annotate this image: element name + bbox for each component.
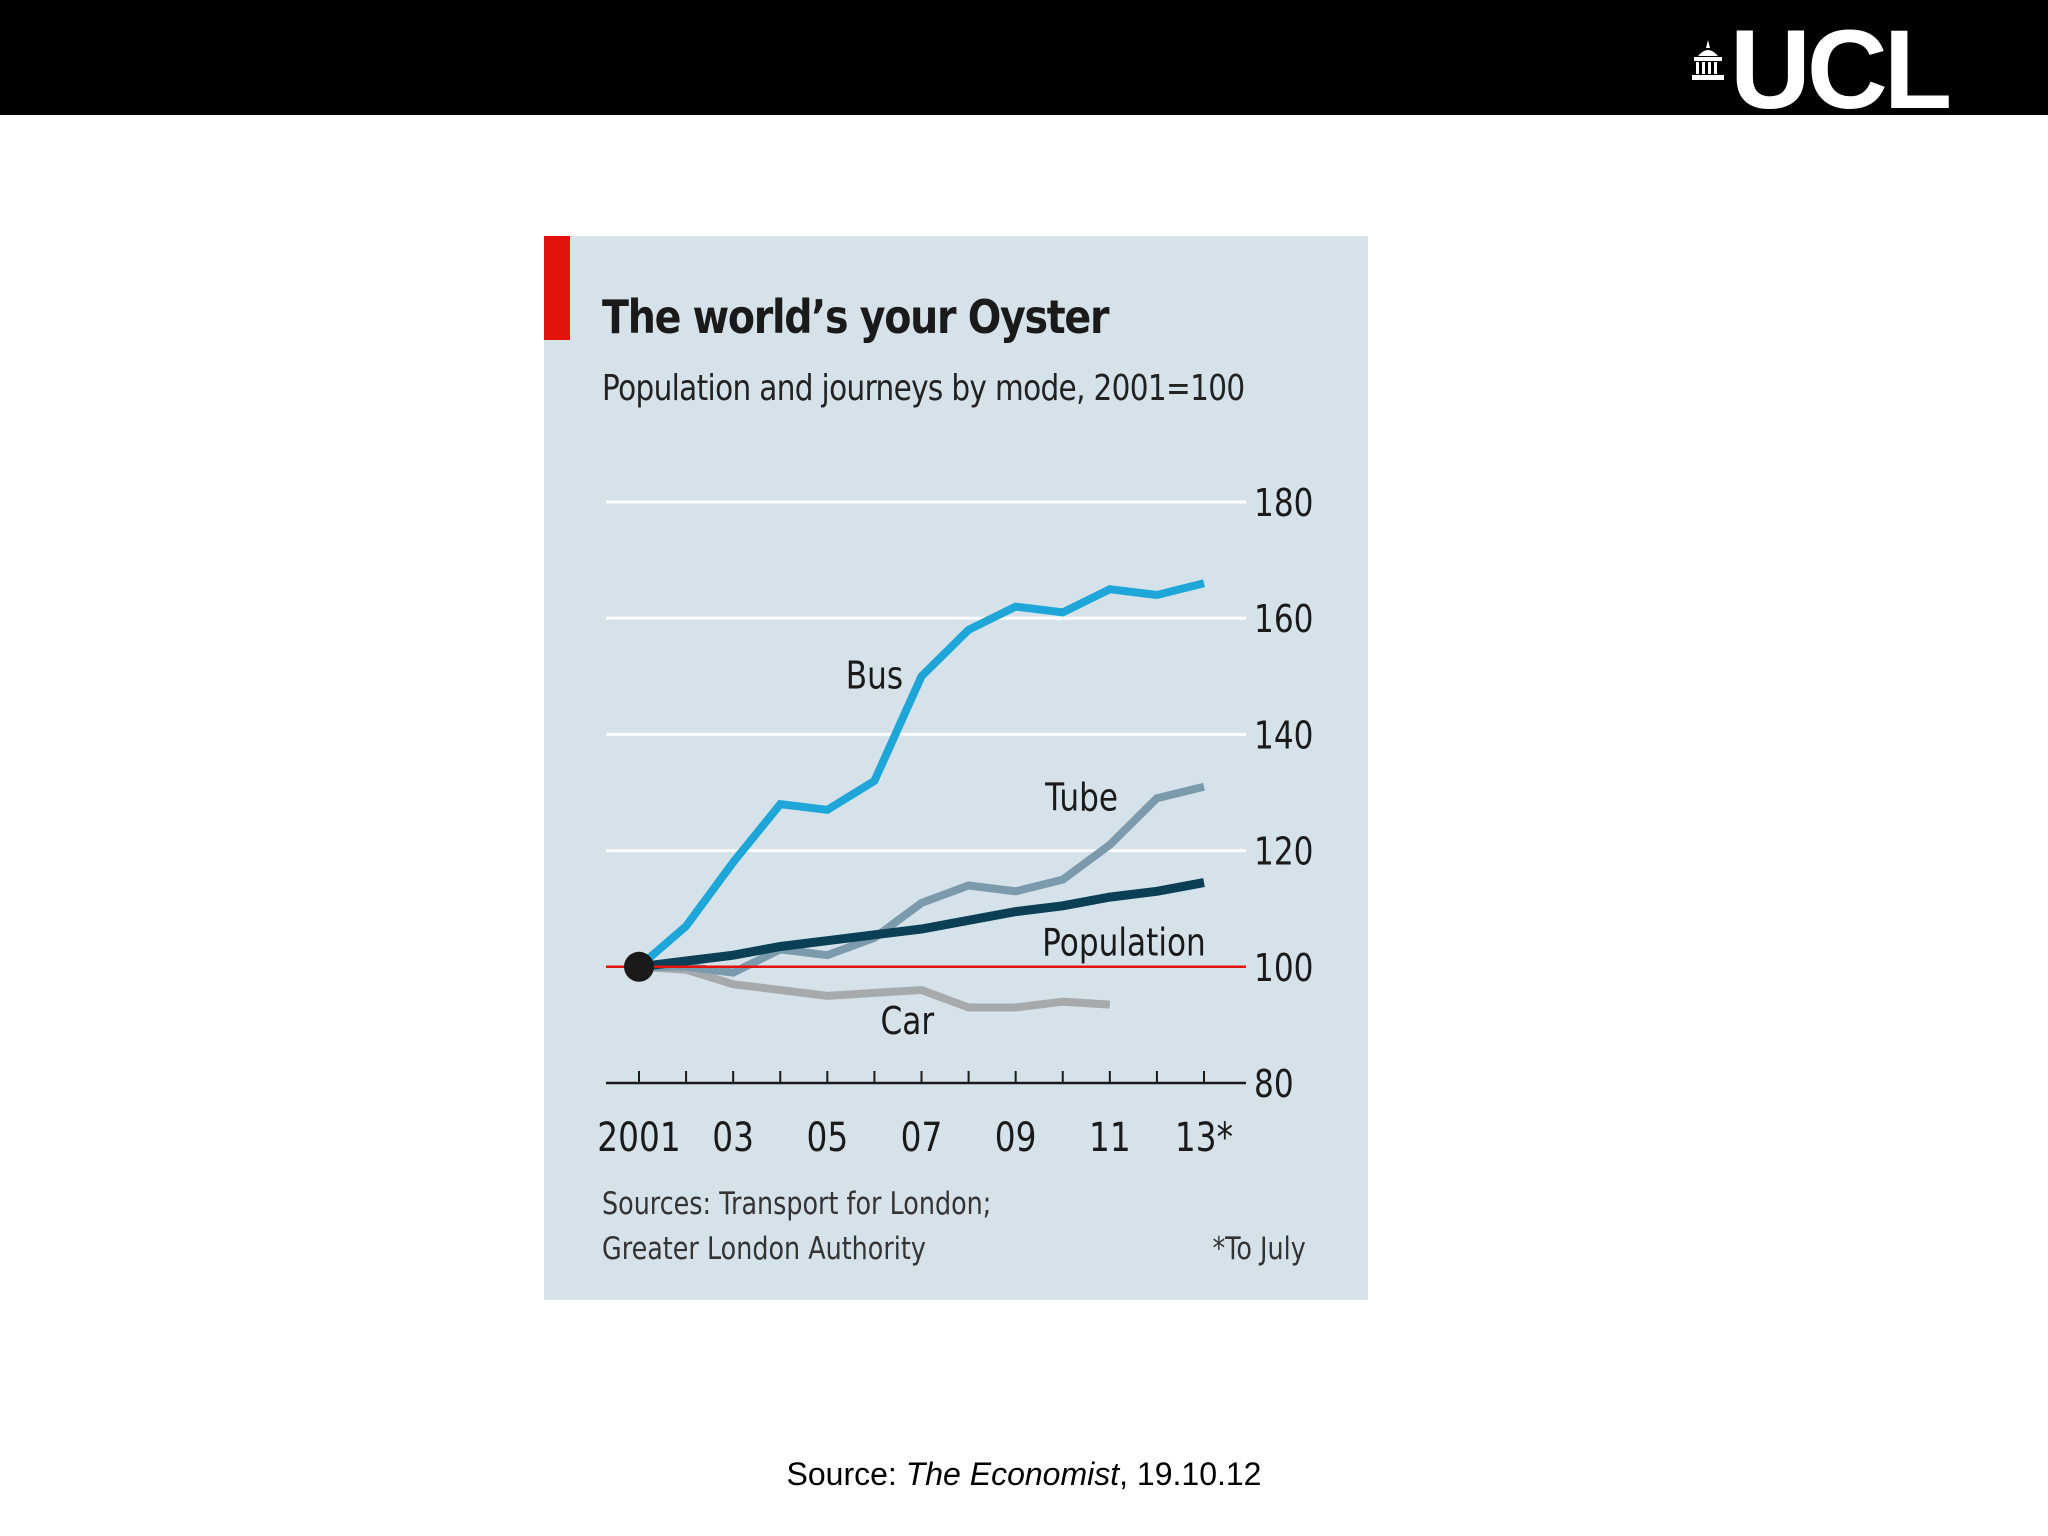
x-tick-label-11: 11 [1089,1114,1131,1161]
x-tick-label-03: 03 [712,1114,754,1161]
y-tick-label-140: 140 [1254,714,1313,758]
chart-panel: The world’s your Oyster Population and j… [544,236,1368,1300]
x-tick-label-2001: 2001 [597,1114,680,1161]
origin-dot [624,951,654,982]
series-line-bus [636,579,1205,970]
x-tick-label-07: 07 [901,1114,943,1161]
logo-text: UCL [1730,7,1952,132]
series-label-bus: Bus [846,654,903,698]
x-tick-label-13*: 13* [1175,1114,1233,1161]
series-line-population [638,878,1205,972]
footnote: *To July [1212,1231,1306,1267]
y-tick-label-120: 120 [1254,831,1313,875]
chart-subtitle: Population and journeys by mode, 2001=10… [602,368,1245,409]
source-caption: Source: The Economist, 19.10.12 [0,1456,2048,1493]
source-prefix: Source: [786,1456,906,1492]
x-tick-label-05: 05 [806,1114,848,1161]
source-suffix: , 19.10.12 [1119,1456,1262,1492]
y-tick-label-160: 160 [1254,598,1313,642]
source-publication: The Economist [905,1456,1120,1492]
sources-line-1: Sources: Transport for London; [602,1186,992,1222]
red-tag [544,236,570,340]
header-bar: UCL [0,0,2048,126]
ucl-logo: UCL [1690,14,1990,126]
portico-icon [1692,40,1724,80]
series-label-car: Car [881,1000,935,1044]
series-label-tube: Tube [1044,776,1118,820]
sources-line-2: Greater London Authority [602,1231,926,1267]
series-label-population: Population [1042,922,1206,966]
chart-title: The world’s your Oyster [602,290,1109,344]
y-tick-label-180: 180 [1254,482,1313,526]
y-tick-label-80: 80 [1254,1063,1294,1107]
series-line-car [638,962,1111,1012]
x-tick-label-09: 09 [995,1114,1037,1161]
y-tick-label-100: 100 [1254,947,1313,991]
series-line-tube [639,782,1205,977]
line-plot: 80 100 120 140 160 180 2001 03 05 07 09 11 13* Bus Tub… [597,482,1313,1161]
